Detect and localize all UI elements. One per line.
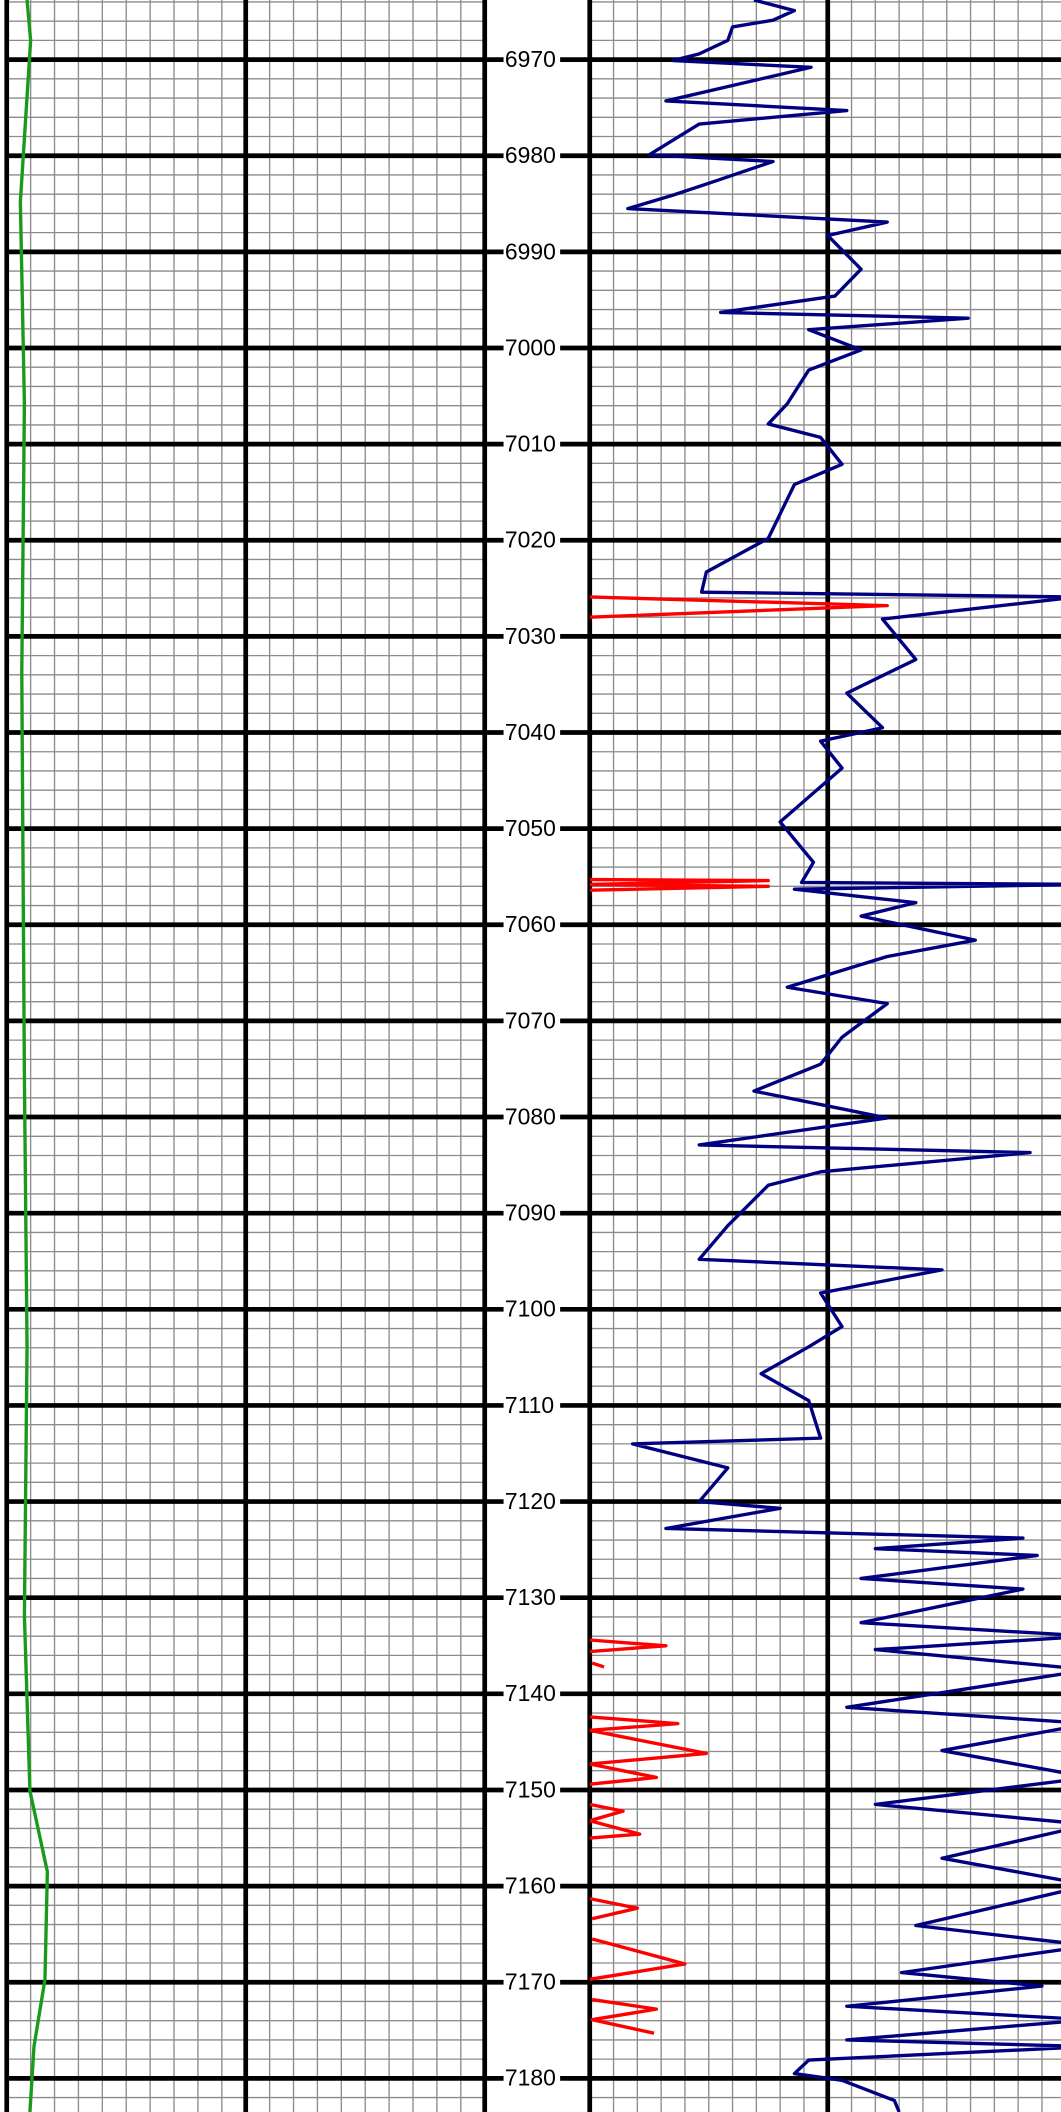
depth-label: 7030 xyxy=(505,623,556,649)
log-curve xyxy=(589,595,889,2035)
depth-label: 7120 xyxy=(505,1488,556,1514)
depth-label: 7090 xyxy=(505,1200,556,1226)
curves xyxy=(18,0,1061,2112)
depth-label: 7140 xyxy=(505,1680,556,1706)
depth-label: 7100 xyxy=(505,1296,556,1322)
depth-label: 6970 xyxy=(505,46,556,72)
depth-label: 7160 xyxy=(505,1872,556,1898)
log-curve xyxy=(18,0,50,2112)
depth-label: 7020 xyxy=(505,527,556,553)
depth-label: 7040 xyxy=(505,719,556,745)
depth-label: 7110 xyxy=(505,1392,554,1418)
depth-label: 7150 xyxy=(505,1776,556,1802)
depth-label: 6980 xyxy=(505,142,556,168)
depth-label: 7010 xyxy=(505,431,556,457)
log-curve xyxy=(626,0,1061,2112)
depth-label: 6990 xyxy=(505,238,556,264)
depth-label: 7180 xyxy=(505,2065,556,2091)
depth-label: 7050 xyxy=(505,815,556,841)
depth-label: 7070 xyxy=(505,1007,556,1033)
depth-label: 7130 xyxy=(505,1584,556,1610)
depth-label: 7060 xyxy=(505,911,556,937)
depth-labels: 6970 6980 6990 7000 7010 7020 7030 7040 7050 7060… xyxy=(484,46,590,2091)
depth-label: 7000 xyxy=(505,334,556,360)
depth-label: 7080 xyxy=(505,1103,556,1129)
depth-label: 7170 xyxy=(505,1969,556,1995)
